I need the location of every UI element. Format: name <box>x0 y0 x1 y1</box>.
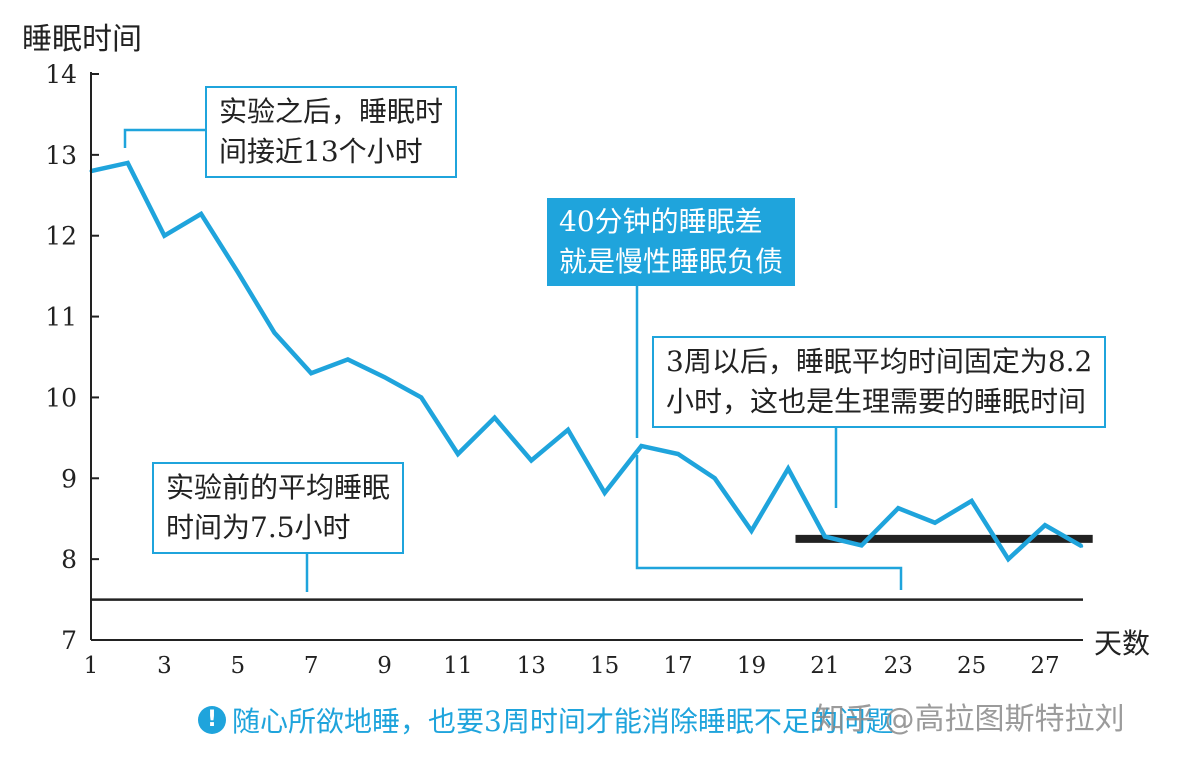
x-tick-label: 7 <box>304 653 319 679</box>
data-point <box>823 535 827 539</box>
annotation-line: 3周以后，睡眠平均时间固定为8.2 <box>666 345 1093 378</box>
axes <box>90 72 1083 641</box>
annotation-line: 实验之后，睡眠时 <box>219 95 444 128</box>
data-point <box>493 416 497 420</box>
data-point <box>933 521 937 525</box>
data-point <box>419 395 423 399</box>
series-group <box>89 160 1084 563</box>
data-point <box>676 452 680 456</box>
annotation-before-experiment: 实验前的平均睡眠 时间为7.5小时 <box>152 462 405 554</box>
x-tick-label: 11 <box>443 653 472 679</box>
y-tick-label: 10 <box>45 383 77 412</box>
data-point <box>1006 557 1010 561</box>
annotation-line: 小时，这也是生理需要的睡眠时间 <box>666 385 1087 418</box>
sleep-time-line <box>90 160 1083 563</box>
data-point <box>970 499 974 503</box>
annotation-line: 实验前的平均睡眠 <box>166 471 391 504</box>
annotation-line: 时间为7.5小时 <box>166 511 351 544</box>
annotation-line: 间接近13个小时 <box>219 135 423 168</box>
data-point <box>749 529 753 533</box>
data-point <box>860 543 864 547</box>
annotation-three-weeks: 3周以后，睡眠平均时间固定为8.2 小时，这也是生理需要的睡眠时间 <box>652 336 1107 428</box>
reference-lines <box>91 534 1093 601</box>
data-point <box>162 234 166 238</box>
y-tick-label: 7 <box>61 626 77 655</box>
x-tick-label: 3 <box>157 653 172 679</box>
data-point <box>309 371 313 375</box>
annotation-line: 40分钟的睡眠差 <box>559 205 763 238</box>
data-point <box>603 491 607 495</box>
data-point <box>236 270 240 274</box>
data-point <box>639 444 643 448</box>
x-axis-title: 天数 <box>1094 627 1151 660</box>
data-point <box>199 212 203 216</box>
x-tick-label: 1 <box>84 653 99 679</box>
data-point <box>786 467 790 471</box>
annotation-line: 就是慢性睡眠负债 <box>559 245 784 278</box>
x-tick-label: 5 <box>230 653 245 679</box>
x-tick-label: 25 <box>957 653 986 679</box>
data-point <box>383 375 387 379</box>
x-tick-label: 27 <box>1030 653 1059 679</box>
x-tick-label: 19 <box>737 653 766 679</box>
y-tick-label: 14 <box>45 60 77 89</box>
y-tick-label: 8 <box>61 545 77 574</box>
y-axis-title: 睡眠时间 <box>22 22 142 57</box>
data-point <box>529 458 533 462</box>
y-tick-label: 13 <box>45 141 77 170</box>
data-point <box>272 331 276 335</box>
annotation-sleep-debt: 40分钟的睡眠差 就是慢性睡眠负债 <box>547 198 796 286</box>
y-axis-ticks: 7 8 9 10 11 12 13 14 <box>45 60 99 655</box>
x-tick-label: 9 <box>377 653 392 679</box>
x-tick-label: 23 <box>884 653 913 679</box>
data-point <box>1080 544 1084 548</box>
data-point <box>896 506 900 510</box>
annotation-connectors <box>123 128 903 592</box>
x-tick-label: 13 <box>517 653 546 679</box>
caption-text: 随心所欲地睡，也要3周时间才能消除睡眠不足的问题 <box>232 705 894 738</box>
data-point <box>713 476 717 480</box>
exclamation-icon: ! <box>198 706 226 734</box>
chart-caption: ! 随心所欲地睡，也要3周时间才能消除睡眠不足的问题 <box>198 700 894 740</box>
x-tick-label: 17 <box>663 653 692 679</box>
data-point <box>1043 523 1047 527</box>
data-point <box>566 428 570 432</box>
watermark: 知乎 @高拉图斯特拉刘 <box>815 702 1125 737</box>
y-tick-label: 12 <box>45 222 77 251</box>
connector-after-experiment <box>123 128 205 148</box>
y-tick-label: 9 <box>61 464 77 493</box>
data-point <box>126 161 130 165</box>
data-point <box>456 452 460 456</box>
annotation-after-experiment: 实验之后，睡眠时 间接近13个小时 <box>205 86 458 178</box>
connector-sleep-debt-lower <box>635 455 903 590</box>
data-point <box>346 357 350 361</box>
x-tick-label: 21 <box>810 653 839 679</box>
y-tick-label: 11 <box>45 303 77 332</box>
x-tick-label: 15 <box>590 653 619 679</box>
x-axis-ticks: 1 3 5 7 9 11 13 15 17 19 21 23 25 27 <box>84 653 1060 679</box>
